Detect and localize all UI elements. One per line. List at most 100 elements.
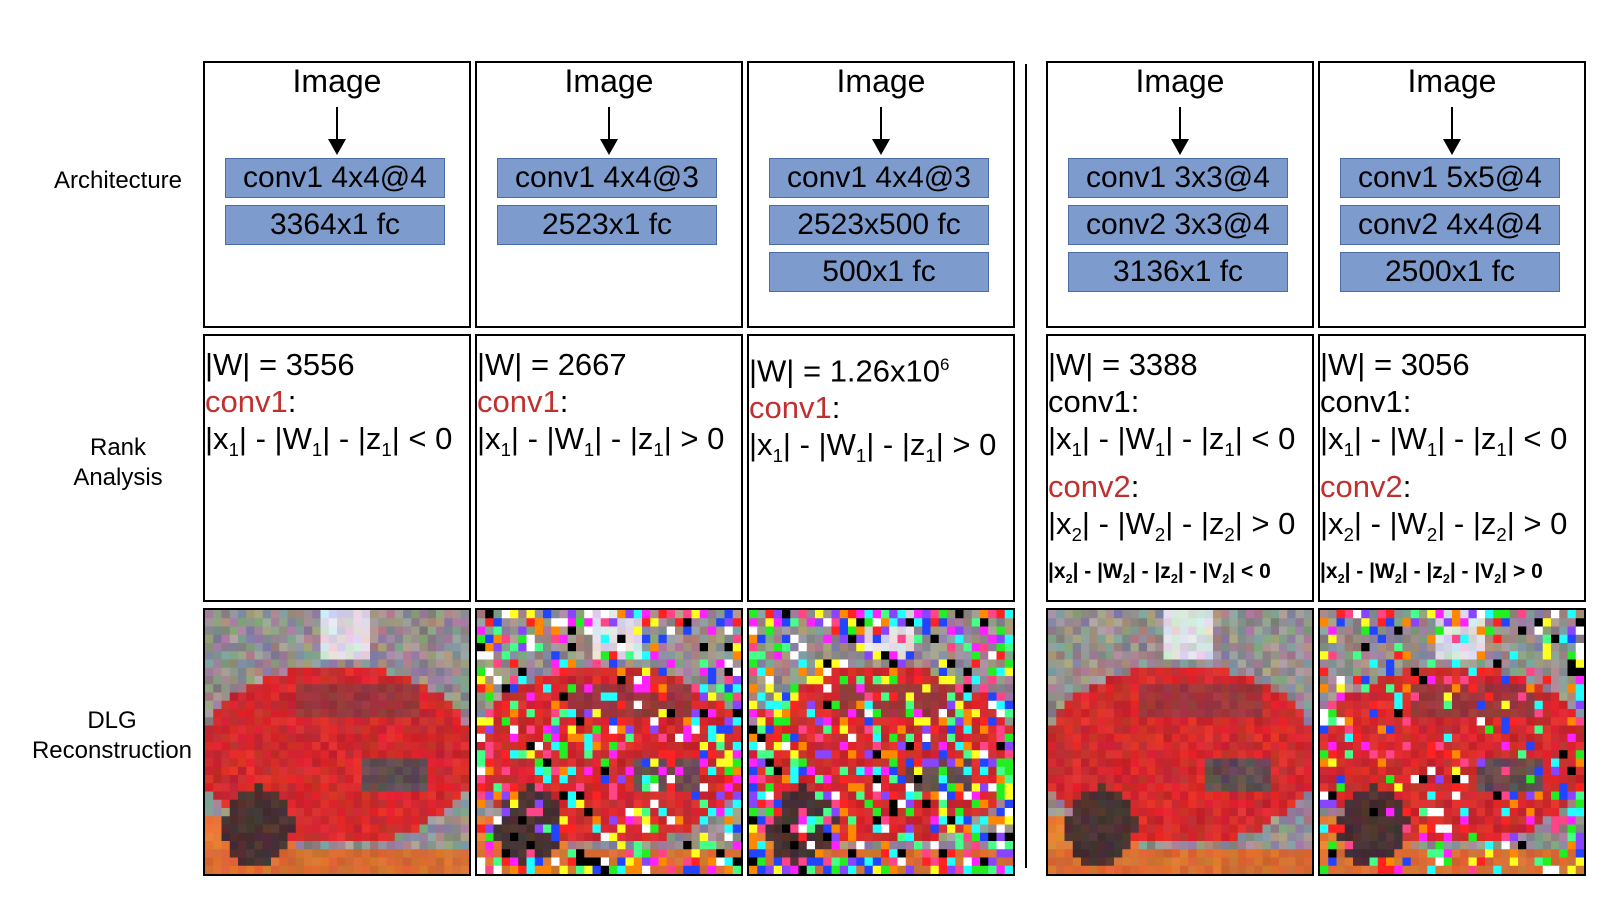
pixel-cell <box>971 791 981 801</box>
pixel-cell <box>1270 626 1280 636</box>
pixel-cell <box>205 717 214 726</box>
pixel-cell <box>1551 684 1560 693</box>
pixel-cell <box>419 808 429 817</box>
pixel-cell <box>864 816 874 825</box>
pixel-cell <box>1460 684 1469 693</box>
pixel-cell <box>1237 667 1247 677</box>
pixel-cell <box>666 659 676 669</box>
pixel-cell <box>370 651 379 660</box>
pixel-cell <box>1377 684 1387 693</box>
pixel-cell <box>1122 832 1131 842</box>
pixel-cell <box>897 667 907 677</box>
pixel-cell <box>889 700 898 710</box>
pixel-cell <box>1394 618 1403 627</box>
pixel-cell <box>980 742 989 751</box>
pixel-cell <box>905 659 915 669</box>
pixel-cell <box>1105 799 1115 809</box>
pixel-cell <box>1048 667 1057 677</box>
pixel-cell <box>592 626 602 636</box>
pixel-cell <box>1435 750 1445 759</box>
pixel-cell <box>543 651 552 660</box>
pixel-cell <box>815 799 824 809</box>
pixel-cell <box>996 865 1006 874</box>
pixel-cell <box>419 824 429 834</box>
pixel-cell <box>1270 824 1280 834</box>
pixel-cell <box>1138 725 1148 735</box>
pixel-cell <box>848 841 857 850</box>
pixel-cell <box>716 841 725 850</box>
pixel-cell <box>798 610 808 619</box>
pixel-cell <box>881 692 890 702</box>
pixel-cell <box>930 865 940 874</box>
pixel-cell <box>205 651 214 660</box>
pixel-cell <box>1542 684 1552 693</box>
pixel-cell <box>592 634 602 644</box>
pixel-cell <box>312 651 321 660</box>
pixel-cell <box>1147 775 1156 784</box>
pixel-cell <box>749 857 758 867</box>
pixel-cell <box>955 643 964 652</box>
pixel-cell <box>551 832 560 842</box>
pixel-cell <box>295 659 305 669</box>
pixel-cell <box>287 824 297 834</box>
pixel-cell <box>493 832 503 842</box>
pixel-cell <box>1122 651 1131 660</box>
pixel-cell <box>757 610 766 619</box>
pixel-cell <box>213 684 222 693</box>
pixel-cell <box>592 832 602 842</box>
pixel-cell <box>1542 783 1552 792</box>
pixel-cell <box>856 684 865 693</box>
pixel-cell <box>708 626 717 636</box>
pixel-cell <box>403 709 412 718</box>
pixel-cell <box>930 733 940 743</box>
pixel-cell <box>518 610 527 619</box>
pixel-cell <box>485 700 494 710</box>
pixel-cell <box>279 841 288 850</box>
pixel-cell <box>765 758 775 768</box>
pixel-cell <box>988 651 997 660</box>
pixel-cell <box>501 651 511 660</box>
pixel-cell <box>559 700 569 710</box>
pixel-cell <box>716 659 725 669</box>
pixel-cell <box>609 758 618 768</box>
pixel-cell <box>675 750 684 759</box>
pixel-cell <box>765 750 775 759</box>
pixel-cell <box>1004 799 1013 809</box>
pixel-cell <box>1476 651 1486 660</box>
pixel-cell <box>839 857 849 867</box>
pixel-cell <box>452 816 462 825</box>
pixel-cell <box>683 634 692 644</box>
pixel-cell <box>831 849 841 858</box>
pixel-cell <box>905 775 915 784</box>
pixel-cell <box>436 857 445 867</box>
pixel-cell <box>839 709 849 718</box>
pixel-cell <box>576 758 585 768</box>
pixel-cell <box>691 634 701 644</box>
pixel-cell <box>1246 824 1255 834</box>
pixel-cell <box>510 725 519 735</box>
pixel-cell <box>411 808 420 817</box>
pixel-cell <box>658 865 668 874</box>
pixel-cell <box>1303 841 1312 850</box>
pixel-cell <box>1279 676 1288 685</box>
pixel-cell <box>460 717 469 726</box>
pixel-cell <box>773 783 783 792</box>
pixel-cell <box>790 626 799 636</box>
pixel-cell <box>1072 676 1082 685</box>
pixel-cell <box>658 783 668 792</box>
pixel-cell <box>320 618 330 627</box>
pixel-cell <box>790 758 799 768</box>
pixel-cell <box>658 733 668 743</box>
pixel-cell <box>386 824 396 834</box>
pixel-cell <box>1460 725 1469 735</box>
pixel-cell <box>229 676 239 685</box>
pixel-cell <box>1114 700 1123 710</box>
layer-block: conv1 4x4@4 <box>225 158 445 198</box>
pixel-cell <box>246 766 255 776</box>
pixel-cell <box>460 799 469 809</box>
pixel-cell <box>361 692 371 702</box>
pixel-cell <box>1196 659 1206 669</box>
pixel-cell <box>1081 659 1090 669</box>
pixel-cell <box>1213 626 1222 636</box>
pixel-cell <box>609 750 618 759</box>
